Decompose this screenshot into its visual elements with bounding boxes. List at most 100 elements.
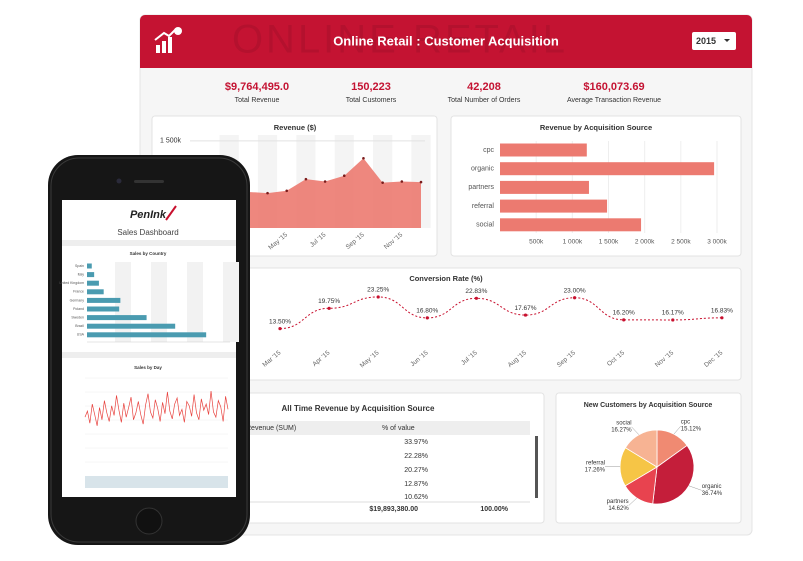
table-header-row [160, 421, 530, 435]
kpi-value: $160,073.69 [583, 81, 644, 93]
y-tick-label: partners [468, 184, 494, 191]
table-cell: 10.62% [404, 494, 428, 501]
point [285, 189, 289, 193]
leader-line [628, 497, 638, 506]
phone-home-button[interactable] [135, 507, 163, 535]
phone-speaker [134, 180, 164, 183]
table-title: All Time Revenue by Acquisition Source [282, 404, 435, 413]
bar [87, 315, 147, 321]
y-tick-label: Brazil [75, 324, 84, 328]
kpi-label: Total Customers [346, 97, 397, 104]
phone: PenInk Sales Dashboard [48, 155, 250, 545]
table-total: 100.00% [480, 506, 508, 513]
slice-label: social [616, 420, 631, 426]
slice-value: 36.74% [702, 491, 723, 497]
table-header: % of value [382, 425, 415, 432]
chart-title: Revenue ($) [274, 123, 317, 132]
bar [87, 323, 176, 329]
x-tick-label: 500k [529, 239, 544, 246]
kpi-label: Total Revenue [235, 97, 280, 104]
phone-divider [62, 352, 236, 358]
table-cell: 12.87% [404, 481, 428, 488]
point [400, 180, 404, 183]
y-tick-label: cpc [483, 147, 494, 154]
slice-label: cpc [681, 420, 690, 426]
value-label: 16.83% [711, 308, 733, 315]
band [115, 262, 131, 342]
x-tick-label: 1 000k [563, 239, 583, 246]
bar [87, 263, 92, 269]
bar [87, 297, 121, 303]
leader-line [673, 425, 681, 435]
value-label: 17.67% [514, 305, 536, 312]
kpi-value: 150,223 [351, 81, 391, 93]
kpi-value: 42,208 [467, 81, 501, 93]
chart-title: Sales by Country [130, 251, 167, 256]
value-label: 23.00% [564, 287, 586, 294]
bar [87, 280, 99, 286]
point [376, 295, 380, 299]
value-label: 13.50% [269, 318, 291, 325]
x-tick-label: 1 500k [599, 239, 619, 246]
leader-line [631, 426, 640, 435]
year-value[interactable]: 2015 [696, 36, 716, 46]
band [151, 262, 167, 342]
value-label: 22.83% [465, 288, 487, 295]
kpi-label: Total Number of Orders [448, 97, 521, 104]
phone-screen [62, 200, 236, 497]
point [278, 327, 282, 331]
y-tick-label: Sweden [71, 316, 84, 320]
chart-title: Conversion Rate (%) [409, 274, 483, 283]
bar [500, 162, 715, 176]
phone-brand: PenInk [130, 209, 167, 221]
point [573, 296, 577, 300]
y-tick-label: Poland [73, 307, 84, 311]
slice-value: 14.62% [608, 506, 629, 512]
y-tick-label: France [73, 290, 84, 294]
y-tick-label: referral [472, 203, 495, 210]
kpi-value: $9,764,495.0 [225, 81, 289, 93]
chart-title: New Customers by Acquisition Source [584, 402, 713, 409]
y-tick-label: Germany [70, 298, 85, 302]
point [266, 191, 269, 195]
slice-value: 17.26% [585, 467, 606, 473]
point [342, 174, 346, 177]
slice-label: referral [586, 460, 605, 466]
band [223, 262, 239, 342]
point [720, 316, 724, 320]
slice-value: 16.27% [611, 427, 632, 433]
table-cell: 22.28% [404, 453, 428, 460]
phone-bezel [50, 157, 248, 543]
dropdown-arrow[interactable] [724, 39, 730, 42]
x-tick-label: 3 000k [707, 239, 727, 246]
value-label: 19.75% [318, 298, 340, 305]
value-label: 16.17% [662, 310, 684, 317]
phone-title: Sales Dashboard [117, 228, 178, 237]
bar [500, 180, 589, 194]
header-title: Online Retail : Customer Acquisition [333, 33, 559, 48]
point [622, 318, 626, 322]
slice-value: 15.12% [681, 427, 702, 433]
year-dropdown[interactable] [692, 32, 736, 50]
point [323, 180, 327, 183]
panel [450, 115, 742, 257]
table-cell: 33.97% [404, 439, 428, 446]
band [187, 262, 203, 342]
area [210, 158, 421, 228]
table-scrollbar[interactable] [535, 436, 538, 498]
phone-scroller[interactable] [85, 476, 228, 488]
point [381, 181, 384, 184]
table-header: Revenue (SUM) [246, 425, 296, 432]
point [523, 313, 528, 317]
value-label: 16.80% [416, 308, 438, 315]
line [84, 391, 229, 426]
pie-slice [652, 444, 695, 505]
chart-title: Sales by Day [134, 365, 162, 370]
y-tick-label: organic [471, 166, 494, 173]
point [474, 296, 478, 300]
header-icon [154, 27, 182, 53]
point [425, 316, 429, 320]
header-bar [140, 15, 752, 68]
slice-label: organic [702, 484, 722, 490]
